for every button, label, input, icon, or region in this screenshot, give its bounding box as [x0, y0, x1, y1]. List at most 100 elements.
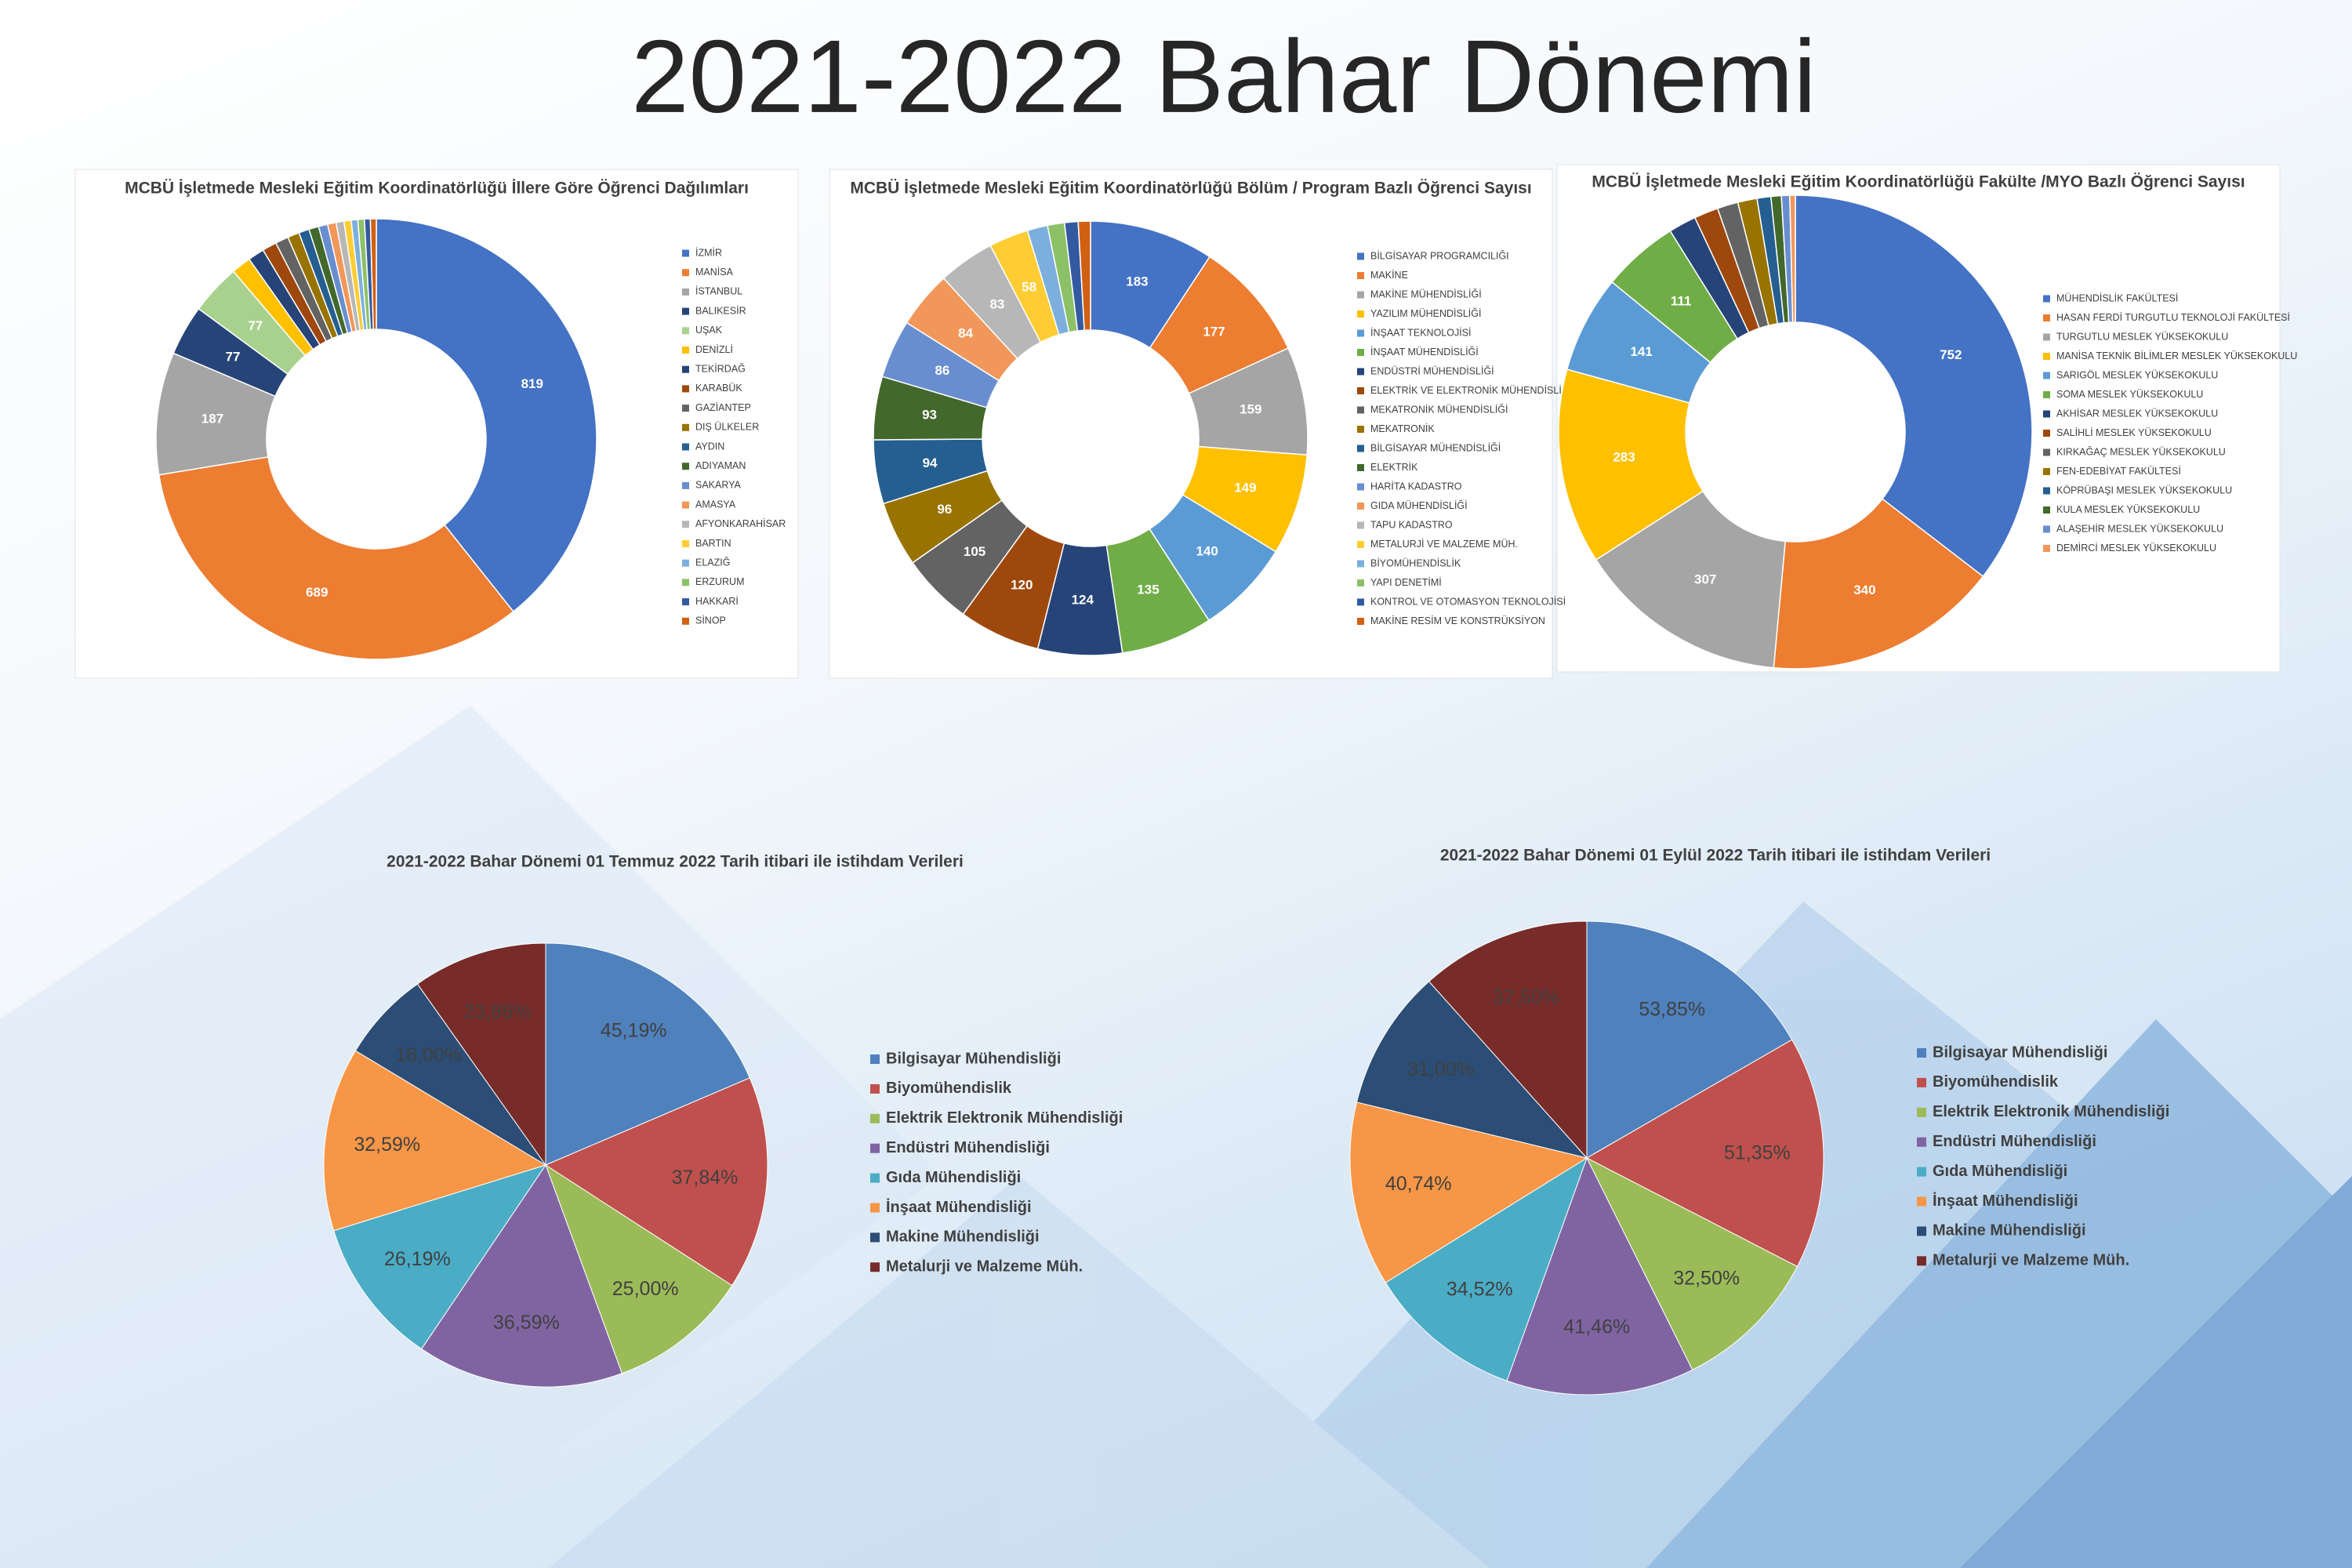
legend-label: ADIYAMAN: [695, 460, 746, 471]
legend-swatch: [682, 521, 689, 528]
slice: [545, 1163, 733, 1374]
legend-label: ALAŞEHİR MESLEK YÜKSEKOKULU: [2056, 523, 2223, 534]
legend-swatch: [682, 579, 689, 586]
data-label: 84: [958, 326, 973, 341]
legend-label: UŞAK: [695, 325, 723, 336]
slice: [1506, 1156, 1693, 1396]
legend-swatch: [682, 501, 689, 509]
legend-label: ELEKTRİK: [1370, 462, 1418, 473]
data-label: 159: [1240, 401, 1261, 416]
legend-label: TEKİRDAĞ: [695, 362, 746, 374]
legend-label: İZMİR: [695, 247, 722, 258]
legend-label: ERZURUM: [695, 576, 745, 587]
legend-label: Elektrik Elektronik Mühendisliği: [1933, 1103, 2169, 1120]
legend-label: KÖPRÜBAŞI MESLEK YÜKSEKOKULU: [2056, 485, 2232, 495]
legend-label: AKHİSAR MESLEK YÜKSEKOKULU: [2056, 408, 2218, 419]
data-label: 23,86%: [464, 1000, 531, 1022]
slice: [1795, 194, 2033, 578]
legend-label: İSTANBUL: [695, 286, 742, 297]
data-label: 40,74%: [1385, 1173, 1452, 1195]
legend-label: MEKATRONİK MÜHENDİSLİĞİ: [1370, 403, 1508, 415]
legend-label: GIDA MÜHENDİSLİĞİ: [1370, 499, 1468, 511]
data-label: 120: [1011, 578, 1033, 593]
legend-swatch: [1357, 464, 1364, 471]
legend-swatch: [2043, 545, 2050, 552]
data-label: 140: [1196, 543, 1218, 558]
legend-label: Biyomühendislik: [1933, 1073, 2059, 1091]
legend-label: HAKKARİ: [695, 596, 739, 607]
legend-swatch: [2043, 372, 2050, 379]
data-label: 31,00%: [1407, 1058, 1474, 1080]
legend-label: Gıda Mühendisliği: [886, 1169, 1021, 1186]
legend-swatch: [682, 598, 689, 606]
data-label: 94: [923, 456, 938, 470]
data-label: 96: [937, 502, 952, 517]
legend-swatch: [1917, 1077, 1926, 1087]
legend-swatch: [682, 269, 689, 277]
data-label: 36,59%: [493, 1312, 560, 1334]
data-label: 141: [1630, 344, 1652, 359]
legend-swatch: [1357, 426, 1364, 433]
legend-label: YAZILIM MÜHENDİSLİĞİ: [1370, 307, 1481, 319]
legend-swatch: [870, 1173, 880, 1183]
legend-label: SAKARYA: [695, 480, 742, 491]
slice: [376, 218, 597, 613]
legend-label: BİLGİSAYAR PROGRAMCILIĞI: [1370, 249, 1509, 261]
slice: [1585, 1156, 1798, 1370]
legend-label: KULA MESLEK YÜKSEKOKULU: [2056, 504, 2200, 515]
legend-label: Bilgisayar Mühendisliği: [1933, 1044, 2107, 1061]
legend-swatch: [682, 288, 689, 296]
data-label: 37,50%: [1493, 986, 1559, 1008]
legend-swatch: [1357, 503, 1364, 510]
legend-label: MANİSA TEKNİK BİLİMLER MESLEK YÜKSEKOKUL…: [2056, 350, 2297, 361]
data-label: 187: [201, 412, 223, 426]
legend-swatch: [682, 307, 689, 315]
legend-swatch: [870, 1113, 880, 1123]
legend-swatch: [682, 249, 689, 257]
legend-label: BİYOMÜHENDİSLİK: [1370, 557, 1461, 568]
legend-label: ENDÜSTRİ MÜHENDİSLİĞİ: [1370, 365, 1494, 376]
slice: [1356, 981, 1588, 1159]
legend-swatch: [1357, 252, 1364, 260]
data-label: 819: [521, 376, 543, 391]
chart-title: MCBÜ İşletmede Mesleki Eğitim Koordinatö…: [1592, 173, 2245, 191]
legend-label: Elektrik Elektronik Mühendisliği: [886, 1109, 1123, 1127]
data-label: 77: [226, 350, 241, 365]
data-label: 32,50%: [1673, 1267, 1740, 1289]
slice: [1077, 220, 1091, 332]
legend-label: AMASYA: [695, 499, 736, 510]
legend-label: Makine Mühendisliği: [1933, 1222, 2086, 1240]
legend-swatch: [682, 540, 689, 547]
legend-swatch: [1357, 310, 1364, 318]
legend-label: MAKİNE MÜHENDİSLİĞİ: [1370, 288, 1482, 299]
legend-label: BİLGİSAYAR MÜHENDİSLİĞİ: [1370, 441, 1501, 453]
legend-swatch: [2043, 333, 2050, 341]
slice: [323, 1050, 547, 1232]
legend-swatch: [682, 347, 689, 354]
legend-swatch: [1357, 291, 1364, 299]
legend-swatch: [1917, 1196, 1926, 1207]
data-label: 149: [1234, 480, 1256, 495]
slice: [1558, 368, 1704, 561]
legend-label: KARABÜK: [695, 383, 742, 394]
data-label: 86: [935, 363, 949, 378]
legend-swatch: [1357, 483, 1364, 491]
data-label: 37,84%: [672, 1167, 739, 1189]
data-label: 83: [989, 297, 1004, 312]
legend-swatch: [1357, 445, 1364, 452]
slice: [1773, 498, 1984, 670]
slice: [1789, 194, 1796, 323]
data-label: 340: [1853, 583, 1875, 597]
legend-label: Biyomühendislik: [886, 1080, 1012, 1097]
legend-swatch: [2043, 468, 2050, 475]
legend-label: Metalurji ve Malzeme Müh.: [886, 1258, 1083, 1276]
legend-label: BALIKESİR: [695, 305, 746, 316]
legend-label: Endüstri Mühendisliği: [1933, 1133, 2096, 1150]
legend-swatch: [1917, 1256, 1926, 1266]
data-label: 16,00%: [395, 1044, 462, 1066]
legend-swatch: [2043, 525, 2050, 533]
chart-title: MCBÜ İşletmede Mesleki Eğitim Koordinatö…: [125, 180, 749, 198]
slice: [369, 218, 377, 330]
legend-label: Metalurji ve Malzeme Müh.: [1933, 1252, 2129, 1269]
charts: MCBÜ İşletmede Mesleki Eğitim Koordinatö…: [125, 173, 2297, 1396]
